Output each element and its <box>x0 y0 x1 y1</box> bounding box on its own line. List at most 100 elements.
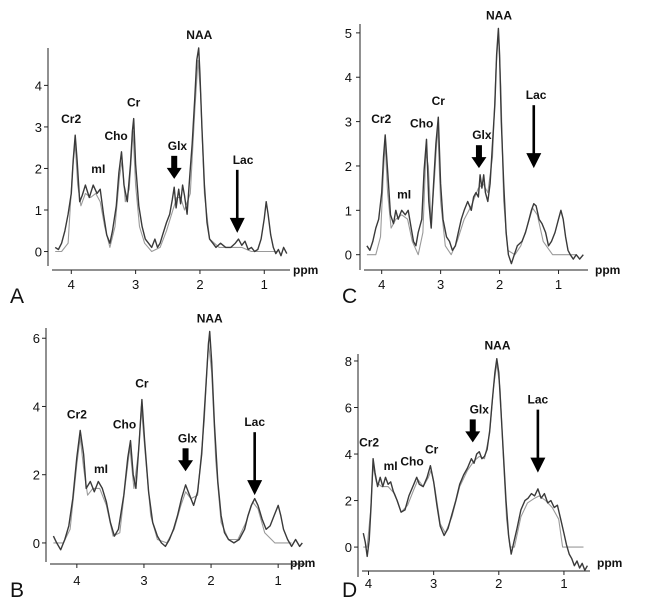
x-tick-label-c-1: 3 <box>437 277 444 292</box>
x-tick-label-b-0: 4 <box>73 573 80 588</box>
peak-label-mi-d: mI <box>384 459 398 473</box>
x-axis-unit-d: ppm <box>597 556 622 570</box>
peak-label-cho-a: Cho <box>104 129 127 143</box>
y-tick-label-b-3: 6 <box>33 331 40 346</box>
arrow-glx-d <box>465 419 481 443</box>
peak-label-mi-b: mI <box>94 462 108 476</box>
x-tick-label-c-0: 4 <box>378 277 385 292</box>
arrow-head <box>178 460 194 472</box>
measured-spectrum-line-d <box>362 358 589 571</box>
peak-label-lac-d: Lac <box>528 393 549 407</box>
peak-label-glx-b: Glx <box>178 431 198 445</box>
peak-label-cr-b: Cr <box>135 377 149 391</box>
y-tick-label-a-4: 4 <box>35 78 42 93</box>
peak-label-cr-a: Cr <box>127 96 141 110</box>
peak-label-lac-b: Lac <box>244 415 265 429</box>
arrow-lac-d <box>530 409 546 473</box>
y-tick-label-b-2: 4 <box>33 399 40 414</box>
y-tick-label-c-5: 5 <box>345 26 352 41</box>
fit-spectrum-line-b <box>53 341 292 544</box>
peak-label-cr2-d: Cr2 <box>359 436 379 450</box>
x-tick-label-a-0: 4 <box>68 277 75 292</box>
peak-label-naa-b: NAA <box>197 311 223 325</box>
x-tick-label-b-2: 2 <box>207 573 214 588</box>
peak-label-cr2-b: Cr2 <box>67 407 87 421</box>
panel-label-a: A <box>10 285 24 308</box>
arrow-head <box>526 153 542 169</box>
y-tick-label-c-0: 0 <box>345 248 352 263</box>
x-tick-label-d-2: 2 <box>495 576 502 591</box>
peak-label-cr-d: Cr <box>425 443 439 457</box>
peak-label-naa-d: NAA <box>484 339 510 353</box>
x-tick-label-d-0: 4 <box>365 576 372 591</box>
arrow-glx-b <box>178 448 194 472</box>
peak-label-naa-c: NAA <box>486 8 512 22</box>
y-tick-label-a-3: 3 <box>35 120 42 135</box>
x-tick-label-b-3: 1 <box>275 573 282 588</box>
peak-label-glx-a: Glx <box>168 139 188 153</box>
x-tick-label-a-3: 1 <box>261 277 268 292</box>
x-tick-label-d-3: 1 <box>560 576 567 591</box>
x-axis-unit-b: ppm <box>290 556 315 570</box>
panel-label-c: C <box>342 285 357 308</box>
arrow-shaft <box>235 169 239 219</box>
y-tick-label-a-2: 2 <box>35 161 42 176</box>
x-tick-label-c-2: 2 <box>496 277 503 292</box>
arrow-lac-a <box>229 169 245 233</box>
arrow-shaft <box>171 155 178 169</box>
y-tick-label-b-1: 2 <box>33 468 40 483</box>
peak-label-lac-a: Lac <box>233 153 254 167</box>
peak-label-cr2-a: Cr2 <box>61 112 81 126</box>
arrow-head <box>530 457 546 473</box>
x-axis-unit-a: ppm <box>293 263 318 277</box>
y-tick-label-d-1: 2 <box>345 494 352 509</box>
arrow-head <box>166 167 182 179</box>
peak-label-cho-b: Cho <box>113 418 136 432</box>
y-tick-label-d-0: 0 <box>345 540 352 555</box>
arrow-head <box>229 217 245 233</box>
peak-label-naa-a: NAA <box>186 28 212 42</box>
arrow-shaft <box>532 105 536 155</box>
arrow-lac-c <box>526 105 542 169</box>
peak-label-cho-d: Cho <box>400 454 423 468</box>
y-tick-label-c-1: 1 <box>345 203 352 218</box>
y-tick-label-a-1: 1 <box>35 203 42 218</box>
arrow-lac-b <box>247 432 263 496</box>
measured-spectrum-line-c <box>366 27 584 265</box>
arrow-head <box>471 157 487 169</box>
arrow-shaft <box>469 419 476 433</box>
x-tick-label-c-3: 1 <box>555 277 562 292</box>
panel-label-b: B <box>10 579 24 602</box>
arrow-shaft <box>475 145 482 159</box>
x-axis-unit-c: ppm <box>595 263 620 277</box>
peak-label-glx-c: Glx <box>472 128 492 142</box>
peak-label-cho-c: Cho <box>410 116 433 130</box>
y-tick-label-d-2: 4 <box>345 447 352 462</box>
arrow-head <box>247 480 263 496</box>
peak-label-glx-d: Glx <box>470 402 490 416</box>
arrow-shaft <box>536 409 540 459</box>
panel-c: C ppm 0 1 2 3 4 5 4 3 2 1 Cr2 mI Cho Cr Glx NAA Lac <box>342 8 620 308</box>
y-tick-label-b-0: 0 <box>33 536 40 551</box>
y-tick-label-a-0: 0 <box>35 245 42 260</box>
x-tick-label-b-1: 3 <box>140 573 147 588</box>
measured-spectrum-line-a <box>54 47 288 257</box>
fit-spectrum-line-c <box>366 32 577 256</box>
peak-label-mi-a: mI <box>91 162 105 176</box>
x-tick-label-a-2: 2 <box>196 277 203 292</box>
arrow-shaft <box>182 448 189 462</box>
y-tick-label-d-4: 8 <box>345 354 352 369</box>
panel-a: A ppm 0 1 2 3 4 4 3 2 1 Cr2 mI Cho Cr Glx NAA Lac <box>10 28 318 308</box>
panel-b: B ppm 0 2 4 6 4 3 2 1 Cr2 mI Cho Cr Glx NAA Lac <box>10 311 315 602</box>
arrow-head <box>465 431 481 443</box>
x-tick-label-d-1: 3 <box>430 576 437 591</box>
arrow-glx-c <box>471 145 487 169</box>
arrow-glx-a <box>166 155 182 179</box>
x-tick-label-a-1: 3 <box>132 277 139 292</box>
y-tick-label-c-2: 2 <box>345 159 352 174</box>
measured-spectrum-line-b <box>52 330 303 551</box>
fit-spectrum-line-d <box>363 362 584 548</box>
panel-label-d: D <box>342 579 357 602</box>
